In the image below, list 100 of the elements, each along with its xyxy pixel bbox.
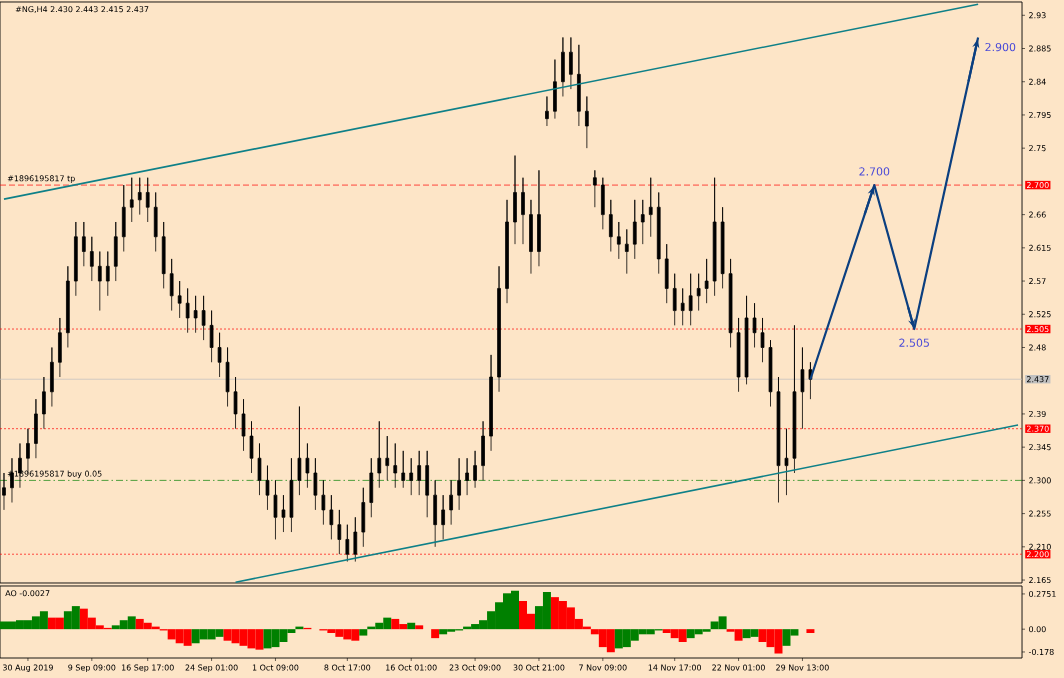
- candlestick: [425, 450, 430, 518]
- candlestick: [193, 295, 198, 334]
- candlestick: [712, 177, 717, 297]
- candlestick: [169, 258, 174, 311]
- candlestick: [105, 251, 110, 297]
- candlestick: [624, 228, 629, 275]
- candlestick: [393, 443, 398, 489]
- candlestick: [385, 435, 390, 481]
- candlestick: [361, 487, 366, 548]
- candlestick: [656, 192, 661, 275]
- candlestick: [736, 317, 741, 393]
- candlestick: [337, 509, 342, 555]
- candlestick: [58, 317, 62, 378]
- candlestick: [760, 317, 765, 363]
- bar: [359, 629, 368, 636]
- candlestick: [616, 221, 621, 260]
- candlestick: [409, 457, 414, 496]
- candlestick: [201, 295, 206, 341]
- candlestick: [529, 199, 533, 275]
- candlestick: [744, 295, 749, 385]
- candlestick: [305, 443, 310, 489]
- candlestick: [281, 494, 286, 533]
- candlestick: [225, 347, 230, 407]
- candlestick: [545, 96, 549, 127]
- candlestick: [233, 376, 238, 430]
- candlestick: [265, 465, 270, 511]
- candlestick: [608, 199, 613, 252]
- candlestick: [497, 265, 501, 393]
- candlestick: [34, 398, 38, 459]
- candlestick: [329, 494, 334, 540]
- bar: [415, 625, 424, 630]
- candlestick: [688, 273, 693, 326]
- candlestick: [113, 221, 118, 282]
- candlestick: [489, 354, 493, 452]
- candlestick: [289, 457, 294, 533]
- candlestick: [776, 376, 781, 503]
- candlestick: [89, 236, 94, 282]
- data-label: 2.505: [899, 338, 929, 347]
- candlestick: [449, 479, 453, 526]
- bar: [431, 629, 440, 639]
- candlestick: [345, 524, 350, 562]
- bar: [407, 622, 416, 630]
- candlestick: [273, 479, 278, 540]
- candlestick: [537, 169, 541, 267]
- candlestick: [377, 420, 382, 489]
- candlestick: [569, 37, 573, 90]
- candlestick: [249, 420, 254, 474]
- candlestick: [82, 221, 86, 267]
- candlestick: [121, 184, 126, 252]
- candlestick: [593, 169, 597, 208]
- candlestick: [433, 479, 437, 548]
- candlestick: [321, 479, 326, 526]
- candlestick: [145, 177, 150, 223]
- candlestick: [696, 273, 701, 311]
- candlestick: [457, 457, 461, 511]
- candlestick: [577, 44, 581, 127]
- candlestick: [513, 155, 517, 245]
- candlestick: [97, 251, 102, 311]
- candlestick: [505, 199, 509, 304]
- candlestick: [297, 406, 302, 496]
- candlestick: [648, 177, 653, 238]
- candlestick: [752, 302, 757, 348]
- candlestick: [632, 199, 637, 260]
- candlestick: [664, 243, 669, 304]
- candlestick: [177, 280, 182, 319]
- candlestick: [600, 177, 605, 230]
- candlestick: [672, 273, 677, 326]
- candlestick: [768, 339, 773, 407]
- candlestick: [42, 376, 46, 430]
- candlestick: [313, 457, 318, 511]
- line-series: [809, 36, 980, 381]
- candlestick: [585, 96, 589, 149]
- candlestick: [257, 443, 262, 496]
- candlestick: [209, 310, 214, 363]
- candlestick: [473, 450, 477, 489]
- candlestick: [784, 428, 789, 496]
- candlestick: [153, 192, 158, 252]
- candlestick: [521, 177, 525, 245]
- bar: [806, 629, 815, 634]
- candlestick: [185, 288, 190, 334]
- candlestick: [792, 324, 797, 474]
- candlestick: [561, 37, 565, 97]
- data-label: 2.900: [985, 42, 1016, 52]
- candlestick: [441, 494, 445, 540]
- candlestick: [50, 347, 54, 407]
- candlestick: [640, 199, 645, 245]
- candlestick: [401, 450, 406, 489]
- candlestick: [217, 332, 222, 378]
- candlestick: [800, 347, 805, 430]
- candlestick: [137, 177, 142, 216]
- candlestick: [680, 288, 685, 326]
- candlestick: [74, 221, 78, 297]
- candlestick: [481, 420, 485, 481]
- candlestick: [241, 398, 246, 452]
- candlestick: [353, 516, 358, 562]
- candlestick: [728, 258, 733, 348]
- candlestick: [417, 450, 422, 496]
- candlestick: [161, 221, 166, 289]
- candlestick: [66, 265, 70, 348]
- candlestick: [129, 177, 134, 223]
